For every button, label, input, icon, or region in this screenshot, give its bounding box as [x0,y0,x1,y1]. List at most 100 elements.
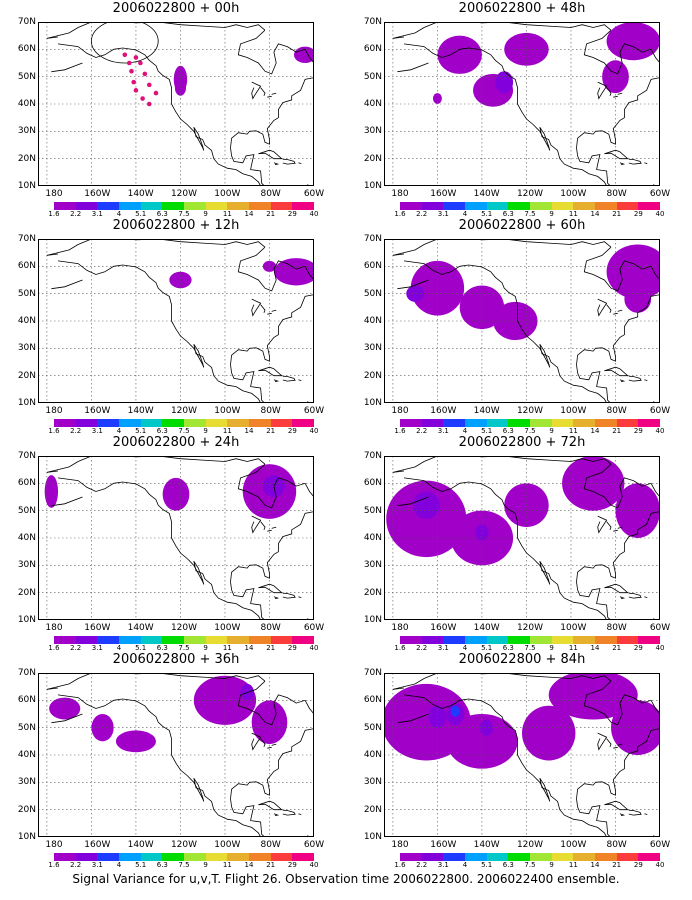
map-plot [38,456,314,620]
colorbar-swatch [75,419,98,427]
coastline [644,596,648,598]
lat-tick-label: 50N [17,722,36,733]
colorbar-label: 21 [612,427,622,435]
colorbar-label: 6.3 [502,861,514,869]
colorbar-swatch [400,202,422,210]
coastline [46,456,266,473]
colorbar-swatch [292,202,315,210]
colorbar-swatch [162,419,185,427]
colorbar-label: 29 [287,210,297,218]
coastline [273,596,280,600]
colorbar-swatch [421,419,444,427]
coastline [392,36,405,39]
colorbar-label: 2.2 [416,861,428,869]
coastline [46,36,59,39]
colorbar-swatch [638,419,661,427]
colorbar-swatch [227,636,250,644]
coastline [230,285,314,403]
lon-tick-label: 160W [430,406,457,416]
colorbar-label: 21 [266,210,276,218]
coastline [57,477,261,620]
coastline [46,22,266,39]
lon-tick-label: 120W [170,189,198,199]
colorbar-labels: 1.6 2.2 3.1 4 5.1 6.3 7.5 9 11 14 21 29 40 [394,861,664,870]
lon-tick-label: 80W [606,840,627,850]
colorbar-swatch [292,636,315,644]
colorbar-label: 11 [568,644,578,652]
lon-tick-label: 160W [430,840,457,850]
colorbar-swatch [97,853,120,861]
coastline [606,738,612,747]
colorbar-swatch [162,853,185,861]
lon-tick-label: 120W [516,623,544,633]
lat-tick-label: 30N [363,343,382,354]
colorbar-swatch [551,202,574,210]
observation-point [131,79,137,85]
lat-tick-label: 40N [363,99,382,109]
lat-tick-label: 70N [17,17,36,27]
colorbar-label: 21 [612,644,622,652]
colorbar-swatch [140,636,163,644]
lat-tick-label: 50N [363,505,382,516]
lat-tick-label: 10N [17,615,36,625]
variance-region [406,285,425,302]
lat-tick-label: 70N [17,234,36,244]
colorbar-label: 29 [633,210,643,218]
coastline [51,713,83,724]
coastline [576,285,660,403]
colorbar-label: 14 [590,427,600,435]
colorbar-label: 11 [568,210,578,218]
coastline [613,746,618,749]
colorbar-label: 29 [287,427,297,435]
coastline [392,253,405,256]
colorbar-swatch [465,419,487,427]
colorbar-label: 2.2 [70,644,82,652]
colorbar-swatch [530,636,552,644]
lat-tick-label: 20N [363,587,382,598]
colorbar-label: 7.5 [178,427,190,435]
lat-tick-label: 20N [17,370,36,381]
coastline [576,719,660,837]
lat-tick-label: 40N [363,750,382,760]
colorbar-swatch [465,636,487,644]
colorbar-swatch [292,853,315,861]
coastline [583,29,660,75]
lat-tick-label: 40N [17,533,36,543]
coastline [51,496,83,507]
colorbar-swatch [616,419,639,427]
lon-tick-label: 60W [649,840,671,850]
colorbar-label: 2.2 [416,427,428,435]
colorbar-label: 7.5 [524,210,536,218]
lon-tick-label: 60W [649,189,671,199]
colorbar-label: 5.1 [481,861,493,869]
lon-tick-label: 180 [391,406,409,416]
forecast-panel: 2006022800 + 36h 70N 60N 50N 40N 30N 20N 10N 180… [0,651,346,869]
coastline [46,687,59,690]
coastline [628,592,642,599]
colorbar-label: 29 [287,644,297,652]
colorbar-swatch [638,636,661,644]
map-plot [384,22,660,186]
lon-tick-label: 180 [391,623,409,633]
observation-point [138,60,143,66]
colorbar [54,636,315,644]
variance-region [49,697,81,720]
colorbar [54,853,315,861]
lon-tick-label: 180 [45,189,63,199]
lon-tick-label: 60W [649,406,671,416]
colorbar-swatch [97,202,120,210]
coastline [397,62,429,73]
colorbar-label: 6.3 [502,427,514,435]
colorbar-swatch [443,853,466,861]
panel-title: 2006022800 + 12h [112,218,240,233]
lon-tick-label: 180 [391,189,409,199]
colorbar-swatch [443,419,466,427]
variance-region [273,258,314,286]
colorbar-swatch [249,419,271,427]
lon-tick-label: 140W [127,840,154,850]
colorbar-label: 4 [116,861,122,869]
coastline [392,673,612,690]
colorbar-label: 29 [633,427,643,435]
map-plot [384,239,660,403]
observation-point [126,60,132,66]
